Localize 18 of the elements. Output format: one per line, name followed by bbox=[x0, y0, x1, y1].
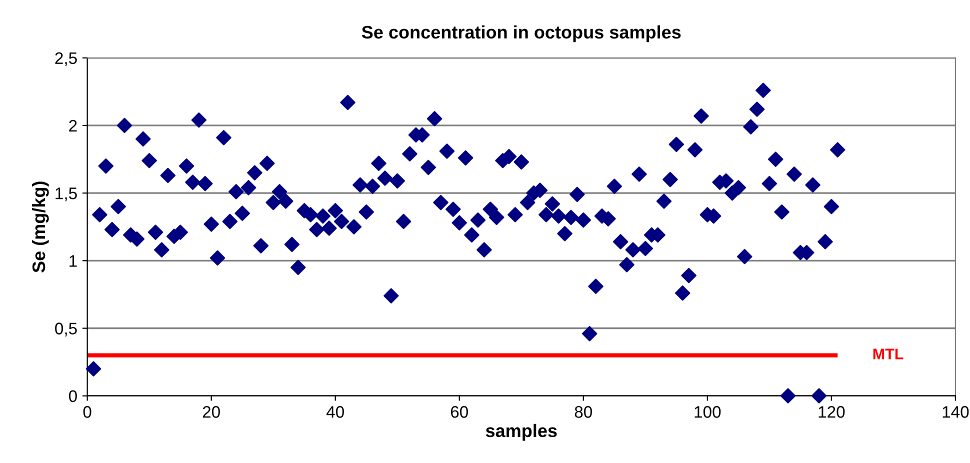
x-tick-label: 60 bbox=[450, 406, 468, 418]
x-axis-title: samples bbox=[486, 424, 557, 441]
y-tick-label: 0,5 bbox=[55, 322, 77, 336]
chart-title: Se concentration in octopus samples bbox=[362, 25, 681, 42]
x-tick-label: 80 bbox=[574, 406, 592, 418]
x-tick-label: 40 bbox=[326, 406, 344, 418]
x-tick-label: 20 bbox=[202, 406, 220, 418]
x-tick-label: 140 bbox=[942, 406, 969, 418]
x-tick-label: 0 bbox=[83, 406, 92, 418]
ref-line-label: MTL bbox=[873, 348, 904, 360]
x-tick-label: 120 bbox=[818, 406, 845, 418]
x-tick-label: 100 bbox=[694, 406, 721, 418]
y-tick-label: 1 bbox=[70, 255, 77, 267]
y-tick-label: 2 bbox=[69, 120, 77, 132]
y-tick-label: 0 bbox=[68, 390, 77, 402]
y-tick-label: 1,5 bbox=[56, 188, 77, 202]
y-tick-label: 2,5 bbox=[55, 52, 77, 66]
y-axis-title: Se (mg/kg) bbox=[32, 182, 49, 272]
